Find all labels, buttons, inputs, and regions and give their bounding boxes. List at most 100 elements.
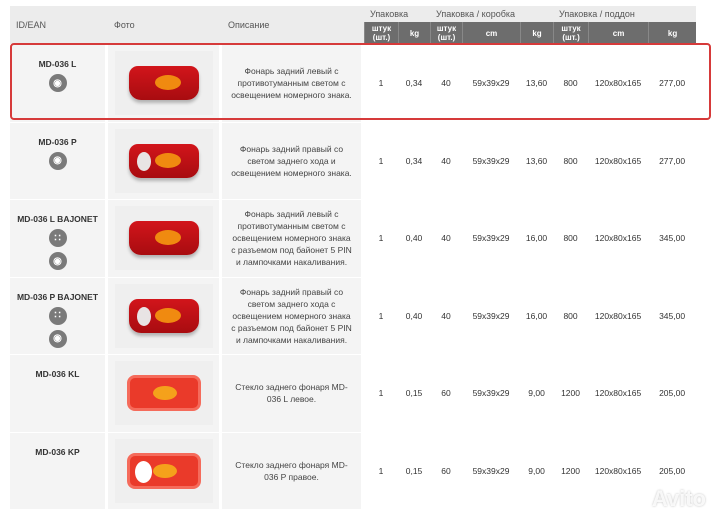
product-photo-cell [108, 199, 222, 277]
value-cell: 13,60 [520, 44, 554, 122]
product-photo[interactable] [114, 128, 213, 193]
value-cell: 9,00 [520, 354, 554, 432]
value-cell: 59x39x29 [462, 44, 521, 122]
product-photo[interactable] [114, 438, 213, 503]
bulb-icon[interactable]: ◉ [48, 252, 67, 270]
value-cell: 40 [430, 276, 463, 354]
product-id-cell: MD-036 P ◉ [10, 121, 108, 199]
col-box: Упаковка / коробка [430, 6, 554, 22]
value-cell: 120x80x165 [588, 121, 649, 199]
bulb-icon[interactable]: ◉ [48, 151, 67, 170]
table-row[interactable]: MD-036 P BAJONET ∷ ◉ Фонарь задний правый … [10, 276, 697, 354]
tail-lamp-icon [128, 298, 199, 333]
product-id-cell: MD-036 L BAJONET ∷ ◉ [10, 199, 108, 277]
value-cell: 59x39x29 [462, 121, 521, 199]
product-description: Фонарь задний правый со светом заднего х… [222, 276, 364, 354]
value-cell: 120x80x165 [588, 199, 649, 277]
connector-icon[interactable]: ∷ [48, 306, 67, 325]
value-cell: 0,15 [398, 431, 431, 509]
value-cell: 1 [364, 44, 398, 122]
avito-watermark: Avito [651, 486, 706, 511]
value-cell: 120x80x165 [588, 276, 649, 354]
lamp-glass-icon [126, 452, 201, 489]
product-photo[interactable] [114, 206, 213, 271]
product-photo[interactable] [114, 51, 213, 116]
col-pack: Упаковка [364, 6, 431, 22]
value-cell: 59x39x29 [462, 431, 521, 509]
value-cell: 9,00 [520, 431, 554, 509]
value-cell: 120x80x165 [588, 431, 649, 509]
product-photo-cell [108, 44, 222, 122]
table-row[interactable]: MD-036 L BAJONET ∷ ◉ Фонарь задний левый с… [10, 199, 697, 277]
product-description: Фонарь задний правый со светом заднего х… [222, 121, 364, 199]
table-row[interactable]: MD-036 KL Стекло заднего фонаря MD-036 L… [10, 354, 697, 432]
value-cell: 120x80x165 [588, 354, 649, 432]
bulb-icon[interactable]: ◉ [48, 329, 67, 348]
value-cell: 800 [553, 276, 589, 354]
value-cell: 1 [364, 121, 398, 199]
value-cell: 1200 [553, 354, 589, 432]
col-id: ID/EAN [10, 6, 108, 44]
value-cell: 1 [364, 431, 398, 509]
value-cell: 1 [364, 276, 398, 354]
product-id-cell: MD-036 L ◉ [10, 44, 108, 122]
product-description: Стекло заднего фонаря MD-036 P правое. [222, 431, 364, 509]
table-row[interactable]: MD-036 KP Стекло заднего фонаря MD-036 P… [10, 431, 697, 509]
value-cell: 0,15 [398, 354, 431, 432]
product-photo[interactable] [114, 361, 213, 426]
value-cell: 60 [430, 431, 463, 509]
connector-icon[interactable]: ∷ [48, 229, 67, 247]
table-row[interactable]: MD-036 L ◉ Фонарь задний левый с противот… [10, 44, 697, 122]
value-cell: 205,00 [648, 354, 697, 432]
product-photo[interactable] [114, 283, 213, 348]
value-cell: 1 [364, 354, 398, 432]
col-desc: Описание [222, 6, 364, 44]
value-cell: 0,34 [398, 121, 431, 199]
value-cell: 277,00 [648, 44, 697, 122]
tail-lamp-icon [128, 66, 199, 101]
value-cell: 0,40 [398, 199, 431, 277]
value-cell: 60 [430, 354, 463, 432]
product-id[interactable]: MD-036 KP [35, 446, 80, 457]
product-description: Стекло заднего фонаря MD-036 L левое. [222, 354, 364, 432]
product-description: Фонарь задний левый с противотуманным св… [222, 44, 364, 122]
value-cell: 205,00 [648, 431, 697, 509]
product-description: Фонарь задний левый с противотуманным св… [222, 199, 364, 277]
value-cell: 120x80x165 [588, 44, 649, 122]
sub-cm: cm [462, 22, 521, 44]
product-id-cell: MD-036 KP [10, 431, 108, 509]
value-cell: 40 [430, 121, 463, 199]
col-photo: Фото [108, 6, 222, 44]
value-cell: 40 [430, 44, 463, 122]
sub-kg: kg [648, 22, 697, 44]
product-id[interactable]: MD-036 P [38, 136, 77, 147]
value-cell: 1200 [553, 431, 589, 509]
product-id-cell: MD-036 P BAJONET ∷ ◉ [10, 276, 108, 354]
product-photo-cell [108, 354, 222, 432]
value-cell: 40 [430, 199, 463, 277]
value-cell: 16,00 [520, 276, 554, 354]
value-cell: 59x39x29 [462, 199, 521, 277]
sub-kg: kg [520, 22, 554, 44]
value-cell: 16,00 [520, 199, 554, 277]
product-id[interactable]: MD-036 L [38, 59, 77, 69]
value-cell: 345,00 [648, 199, 697, 277]
table-row[interactable]: MD-036 P ◉ Фонарь задний правый со светом… [10, 121, 697, 199]
tail-lamp-icon [128, 143, 199, 178]
value-cell: 0,34 [398, 44, 431, 122]
value-cell: 59x39x29 [462, 276, 521, 354]
value-cell: 345,00 [648, 276, 697, 354]
product-photo-cell [108, 431, 222, 509]
tail-lamp-icon [128, 221, 199, 256]
product-photo-cell [108, 121, 222, 199]
product-id[interactable]: MD-036 KL [35, 369, 80, 379]
value-cell: 59x39x29 [462, 354, 521, 432]
col-pallet: Упаковка / поддон [553, 6, 697, 22]
product-id[interactable]: MD-036 L BAJONET [17, 214, 98, 224]
product-table: ID/EAN Фото Описание Упаковка Упаковка /… [10, 6, 697, 509]
product-id[interactable]: MD-036 P BAJONET [16, 291, 99, 302]
bulb-icon[interactable]: ◉ [48, 74, 67, 92]
sub-pcs: штук (шт.) [430, 22, 463, 44]
value-cell: 277,00 [648, 121, 697, 199]
value-cell: 800 [553, 44, 589, 122]
